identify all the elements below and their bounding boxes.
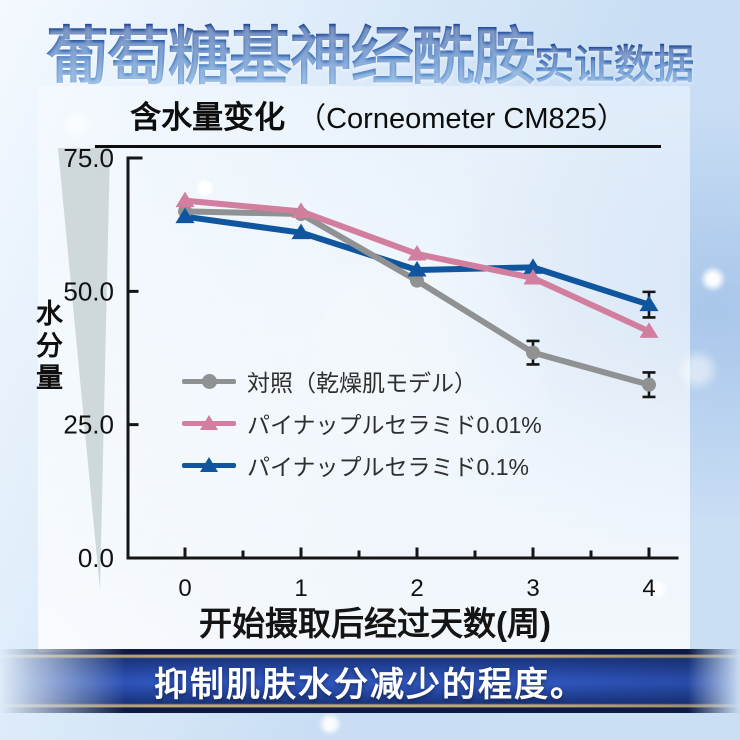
marker-triangle-s1-w0 [175, 191, 195, 208]
subtitle-bold-text: 含水量变化 [130, 100, 286, 135]
x-tick-label: 2 [410, 575, 423, 602]
legend-circle-marker-icon [182, 373, 236, 389]
y-tick-label: 0.0 [78, 543, 114, 573]
y-tick-label: 25.0 [63, 410, 114, 440]
legend-label: 対照（乾燥肌モデル） [247, 370, 477, 396]
marker-triangle-s2-w2 [407, 261, 427, 277]
marker-triangle-s1-w2 [407, 245, 427, 261]
marker-circle-s0-w3 [526, 345, 540, 360]
marker-circle-s0-w4 [642, 377, 656, 392]
legend-label: パイナップルセラミド0.01% [247, 412, 542, 438]
page-title: 葡萄糖基神经酰胺实证数据 [0, 6, 740, 97]
marker-triangle-s1-w4 [639, 322, 659, 338]
title-main-text: 葡萄糖基神经酰胺 [46, 22, 536, 92]
marker-triangle-s1-w1 [291, 202, 311, 218]
y-tick-label: 75.0 [63, 143, 114, 173]
x-tick-label: 0 [178, 575, 191, 602]
marker-circle-s0-w2 [410, 273, 424, 288]
decorative-wedge [58, 148, 110, 590]
legend-item-ceramide-01: パイナップルセラミド0.1% [182, 446, 542, 484]
x-tick-label: 4 [642, 575, 655, 602]
marker-triangle-s2-w1 [291, 223, 311, 240]
banner-background [0, 649, 740, 713]
legend-label: パイナップルセラミド0.1% [247, 454, 529, 480]
legend-triangle-marker-icon [182, 457, 236, 473]
legend-triangle-marker-icon [182, 415, 236, 431]
x-tick-label: 1 [294, 575, 307, 602]
y-axis-title: 水分量 [32, 299, 62, 395]
axes [126, 156, 679, 560]
banner-text: 抑制肌肤水分减少的程度。 [154, 665, 586, 704]
marker-triangle-s2-w0 [175, 207, 195, 224]
marker-triangle-s2-w3 [523, 258, 543, 274]
marker-triangle-s1-w3 [523, 269, 543, 285]
series-line-2 [182, 213, 652, 308]
x-axis-title: 开始摄取后经过天数(周) [199, 605, 551, 642]
legend-item-ceramide-001: パイナップルセラミド0.01% [182, 404, 542, 442]
chart-legend: 対照（乾燥肌モデル） パイナップルセラミド0.01% パイナップルセラミド0.1… [182, 362, 542, 484]
title-suffix-text: 实证数据 [534, 43, 694, 87]
marker-triangle-s2-w4 [639, 295, 659, 312]
subtitle-device-text: （Corneometer CM825） [297, 103, 626, 135]
y-tick-label: 50.0 [63, 276, 114, 306]
bottom-banner: 抑制肌肤水分减少的程度。 [0, 649, 740, 713]
x-tick-label: 3 [526, 575, 539, 602]
legend-item-control: 対照（乾燥肌モデル） [182, 362, 542, 400]
chart-subtitle: 含水量变化 （Corneometer CM825） [95, 92, 661, 148]
